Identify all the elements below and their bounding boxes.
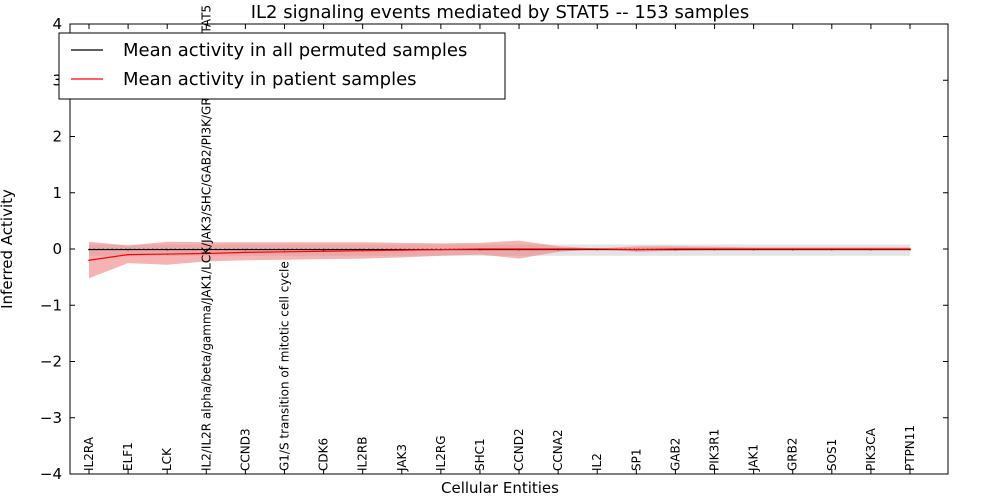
line-patient-point <box>479 248 481 250</box>
line-patient-point <box>713 248 716 250</box>
line-patient-point <box>244 251 247 254</box>
line-patient-point <box>635 248 638 251</box>
category-label: PIK3CA <box>864 427 878 471</box>
line-patient-point <box>557 248 559 250</box>
line-permuted-point <box>361 248 364 251</box>
y-tick-label: −2 <box>40 353 62 371</box>
line-patient-point <box>831 248 833 250</box>
line-patient-point <box>361 249 364 252</box>
category-label: LCK <box>160 447 174 471</box>
category-label: JAK3 <box>395 444 409 472</box>
category-label: GAB2 <box>668 438 682 471</box>
legend-entry-patient: Mean activity in patient samples <box>123 69 417 90</box>
line-permuted-point <box>244 248 247 251</box>
category-label: PIK3R1 <box>708 429 722 471</box>
category-label: ELF1 <box>121 442 135 471</box>
y-axis-label: Inferred Activity <box>0 189 16 309</box>
category-label: IL2RB <box>356 437 370 471</box>
line-patient-point <box>909 248 911 250</box>
line-patient-point <box>674 248 677 250</box>
category-label: CCNA2 <box>551 429 565 471</box>
line-patient-point <box>440 248 442 251</box>
category-label: SP1 <box>629 449 643 472</box>
category-label: CDK6 <box>317 438 331 471</box>
line-patient-point <box>205 252 208 255</box>
line-permuted-point <box>283 248 286 251</box>
y-tick-label: −1 <box>40 296 62 314</box>
x-axis <box>88 24 911 474</box>
line-permuted-point <box>88 248 90 251</box>
line-permuted-point <box>205 248 208 251</box>
line-permuted-point <box>166 248 168 251</box>
line-patient-point <box>166 253 168 255</box>
chart-title: IL2 signaling events mediated by STAT5 -… <box>251 2 750 23</box>
line-patient-point <box>127 253 129 256</box>
line-patient-point <box>752 248 755 250</box>
y-tick-label: 4 <box>52 15 62 33</box>
line-patient-point <box>283 251 286 253</box>
line-patient-point <box>596 248 599 250</box>
category-label: IL2/IL2R alpha/beta/gamma/JAK1/LCK/JAK3/… <box>199 5 213 471</box>
line-patient-point <box>88 259 90 262</box>
category-label: IL2RA <box>82 436 96 471</box>
line-patient <box>88 248 910 261</box>
y-axis: 4 3 2 1 0 −1 −2 −3 −4 <box>40 15 948 483</box>
category-label: JAK1 <box>747 444 761 472</box>
line-patient-point <box>791 248 794 250</box>
legend-entry-permuted: Mean activity in all permuted samples <box>123 40 467 61</box>
line-permuted-point <box>127 248 129 251</box>
line-patient-point <box>518 248 520 250</box>
series-lines <box>88 248 911 262</box>
line-patient-point <box>400 249 403 251</box>
category-label: G1/S transition of mitotic cell cycle <box>277 261 291 471</box>
line-permuted-point <box>322 248 325 251</box>
x-axis-label: Cellular Entities <box>441 479 559 497</box>
y-tick-label: 1 <box>52 184 62 202</box>
y-tick-label: −4 <box>40 465 62 483</box>
category-label: IL2 <box>590 453 604 471</box>
legend: Mean activity in all permuted samples Me… <box>58 32 506 100</box>
category-labels: IL2RA ELF1 LCK IL2/IL2R alpha/beta/gamma/JA… <box>82 5 917 472</box>
category-label: CCND3 <box>238 428 252 471</box>
category-label: PTPN11 <box>903 425 917 471</box>
category-label: SOS1 <box>825 439 839 471</box>
category-label: SHC1 <box>473 438 487 471</box>
line-patient-point <box>870 248 872 250</box>
y-tick-label: 3 <box>52 71 62 89</box>
category-label: GRB2 <box>786 437 800 471</box>
category-label: CCND2 <box>512 428 526 471</box>
category-label: IL2RG <box>434 436 448 472</box>
line-patient-point <box>322 250 325 253</box>
y-tick-label: −3 <box>40 409 62 427</box>
y-tick-label: 2 <box>52 128 62 146</box>
y-tick-label: 0 <box>52 240 62 258</box>
legend-box <box>58 32 506 100</box>
